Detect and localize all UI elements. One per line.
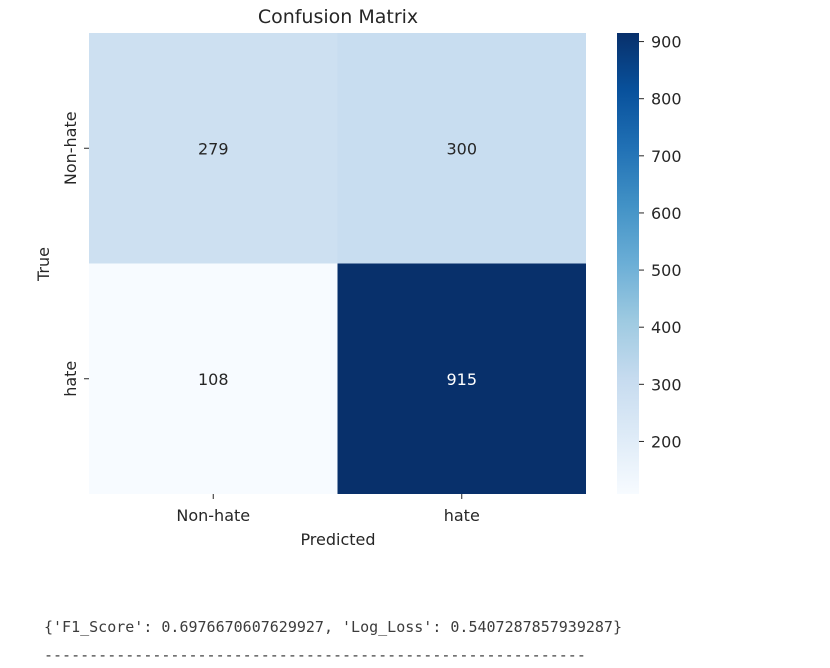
chart-title: Confusion Matrix bbox=[258, 6, 418, 28]
cell-value-label: 915 bbox=[446, 370, 477, 389]
y-tick-label: hate bbox=[61, 361, 80, 397]
colorbar-tick-label: 600 bbox=[651, 204, 682, 223]
colorbar-tick-label: 300 bbox=[651, 375, 682, 394]
x-axis-ticks: Non-hate hate bbox=[176, 494, 480, 525]
colorbar-tick-label: 400 bbox=[651, 318, 682, 337]
heatmap-cell bbox=[337, 33, 586, 264]
output-divider: ----------------------------------------… bbox=[44, 646, 586, 664]
colorbar-tick-label: 800 bbox=[651, 90, 682, 109]
cell-value-label: 300 bbox=[446, 139, 477, 158]
colorbar-tick-label: 700 bbox=[651, 147, 682, 166]
heatmap-cell-labels: 279 300 108 915 bbox=[198, 139, 477, 389]
x-tick-label: hate bbox=[444, 506, 480, 525]
colorbar-tick-label: 500 bbox=[651, 261, 682, 280]
cell-value-label: 279 bbox=[198, 139, 229, 158]
colorbar-tick-label: 900 bbox=[651, 33, 682, 52]
heatmap-cell bbox=[89, 33, 338, 264]
colorbar bbox=[617, 33, 639, 494]
heatmap-cell bbox=[337, 263, 586, 494]
heatmap-cells bbox=[89, 33, 586, 494]
metrics-output: {'F1_Score': 0.6976670607629927, 'Log_Lo… bbox=[44, 618, 622, 636]
y-axis-label: True bbox=[34, 247, 53, 282]
x-axis-label: Predicted bbox=[300, 530, 375, 549]
y-axis-ticks: Non-hate hate bbox=[61, 111, 89, 397]
colorbar-ticks: 200 300 400 500 600 700 800 900 bbox=[639, 33, 682, 451]
cell-value-label: 108 bbox=[198, 370, 229, 389]
y-tick-label: Non-hate bbox=[61, 111, 80, 185]
heatmap-cell bbox=[89, 263, 338, 494]
colorbar-tick-label: 200 bbox=[651, 432, 682, 451]
confusion-matrix-chart: Confusion Matrix 279 300 108 915 Non-hate ha… bbox=[34, 6, 682, 549]
x-tick-label: Non-hate bbox=[176, 506, 250, 525]
